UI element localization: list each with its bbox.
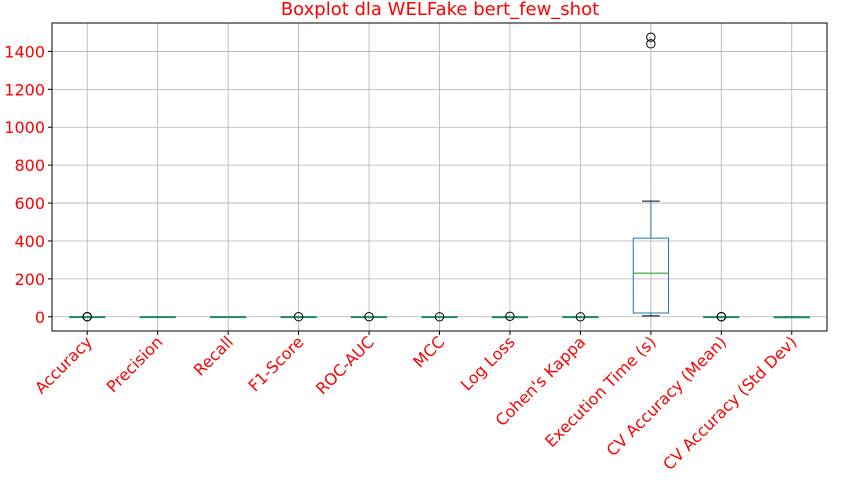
outlier-point [646, 32, 656, 42]
y-tick-label: 800 [14, 156, 45, 175]
box-group [562, 312, 599, 322]
outlier-point [716, 311, 727, 322]
x-tick-label: Recall [190, 332, 237, 379]
outlier-point [293, 312, 304, 322]
box-group [69, 311, 106, 322]
outlier-point [505, 311, 515, 322]
y-tick-label: 1000 [4, 118, 45, 137]
grid-layer [52, 23, 827, 331]
y-axis: 0 200 400 600 800 1000 1200 1400 [4, 42, 52, 327]
x-axis: Accuracy Precision Recall F1-Score ROC-AUC MC… [31, 331, 801, 474]
y-tick-label: 400 [14, 232, 45, 251]
box-group [350, 311, 388, 322]
box-body [632, 237, 669, 314]
outlier-point [82, 311, 92, 322]
x-tick-label: F1-Score [245, 332, 308, 395]
chart-title: Boxplot dla WELFake bert_few_shot [281, 0, 599, 20]
y-tick-label: 1200 [4, 80, 45, 99]
box-layer [69, 32, 810, 322]
outlier-point [575, 312, 586, 322]
outlier-point [364, 311, 374, 322]
y-tick-label: 0 [35, 308, 45, 327]
box-group [703, 311, 740, 322]
y-tick-label: 200 [14, 270, 45, 289]
outlier-point [434, 312, 445, 322]
x-tick-label: CV Accuracy (Std Dev) [659, 332, 801, 474]
x-tick-label: ROC-AUC [312, 332, 378, 398]
outlier-point [646, 39, 656, 49]
x-tick-label: CV Accuracy (Mean) [603, 332, 731, 460]
x-tick-label: Log Loss [457, 332, 519, 394]
x-tick-label: MCC [409, 332, 448, 371]
x-tick-label: Accuracy [31, 332, 96, 397]
box-group [491, 311, 529, 322]
box-group [280, 312, 317, 322]
box-group [632, 32, 669, 317]
box-group [210, 315, 247, 319]
box-group [139, 316, 176, 319]
y-tick-label: 600 [14, 194, 45, 213]
y-tick-label: 1400 [4, 42, 45, 61]
box-group [421, 312, 458, 322]
box-group [773, 316, 810, 319]
x-tick-label: Precision [103, 332, 167, 396]
